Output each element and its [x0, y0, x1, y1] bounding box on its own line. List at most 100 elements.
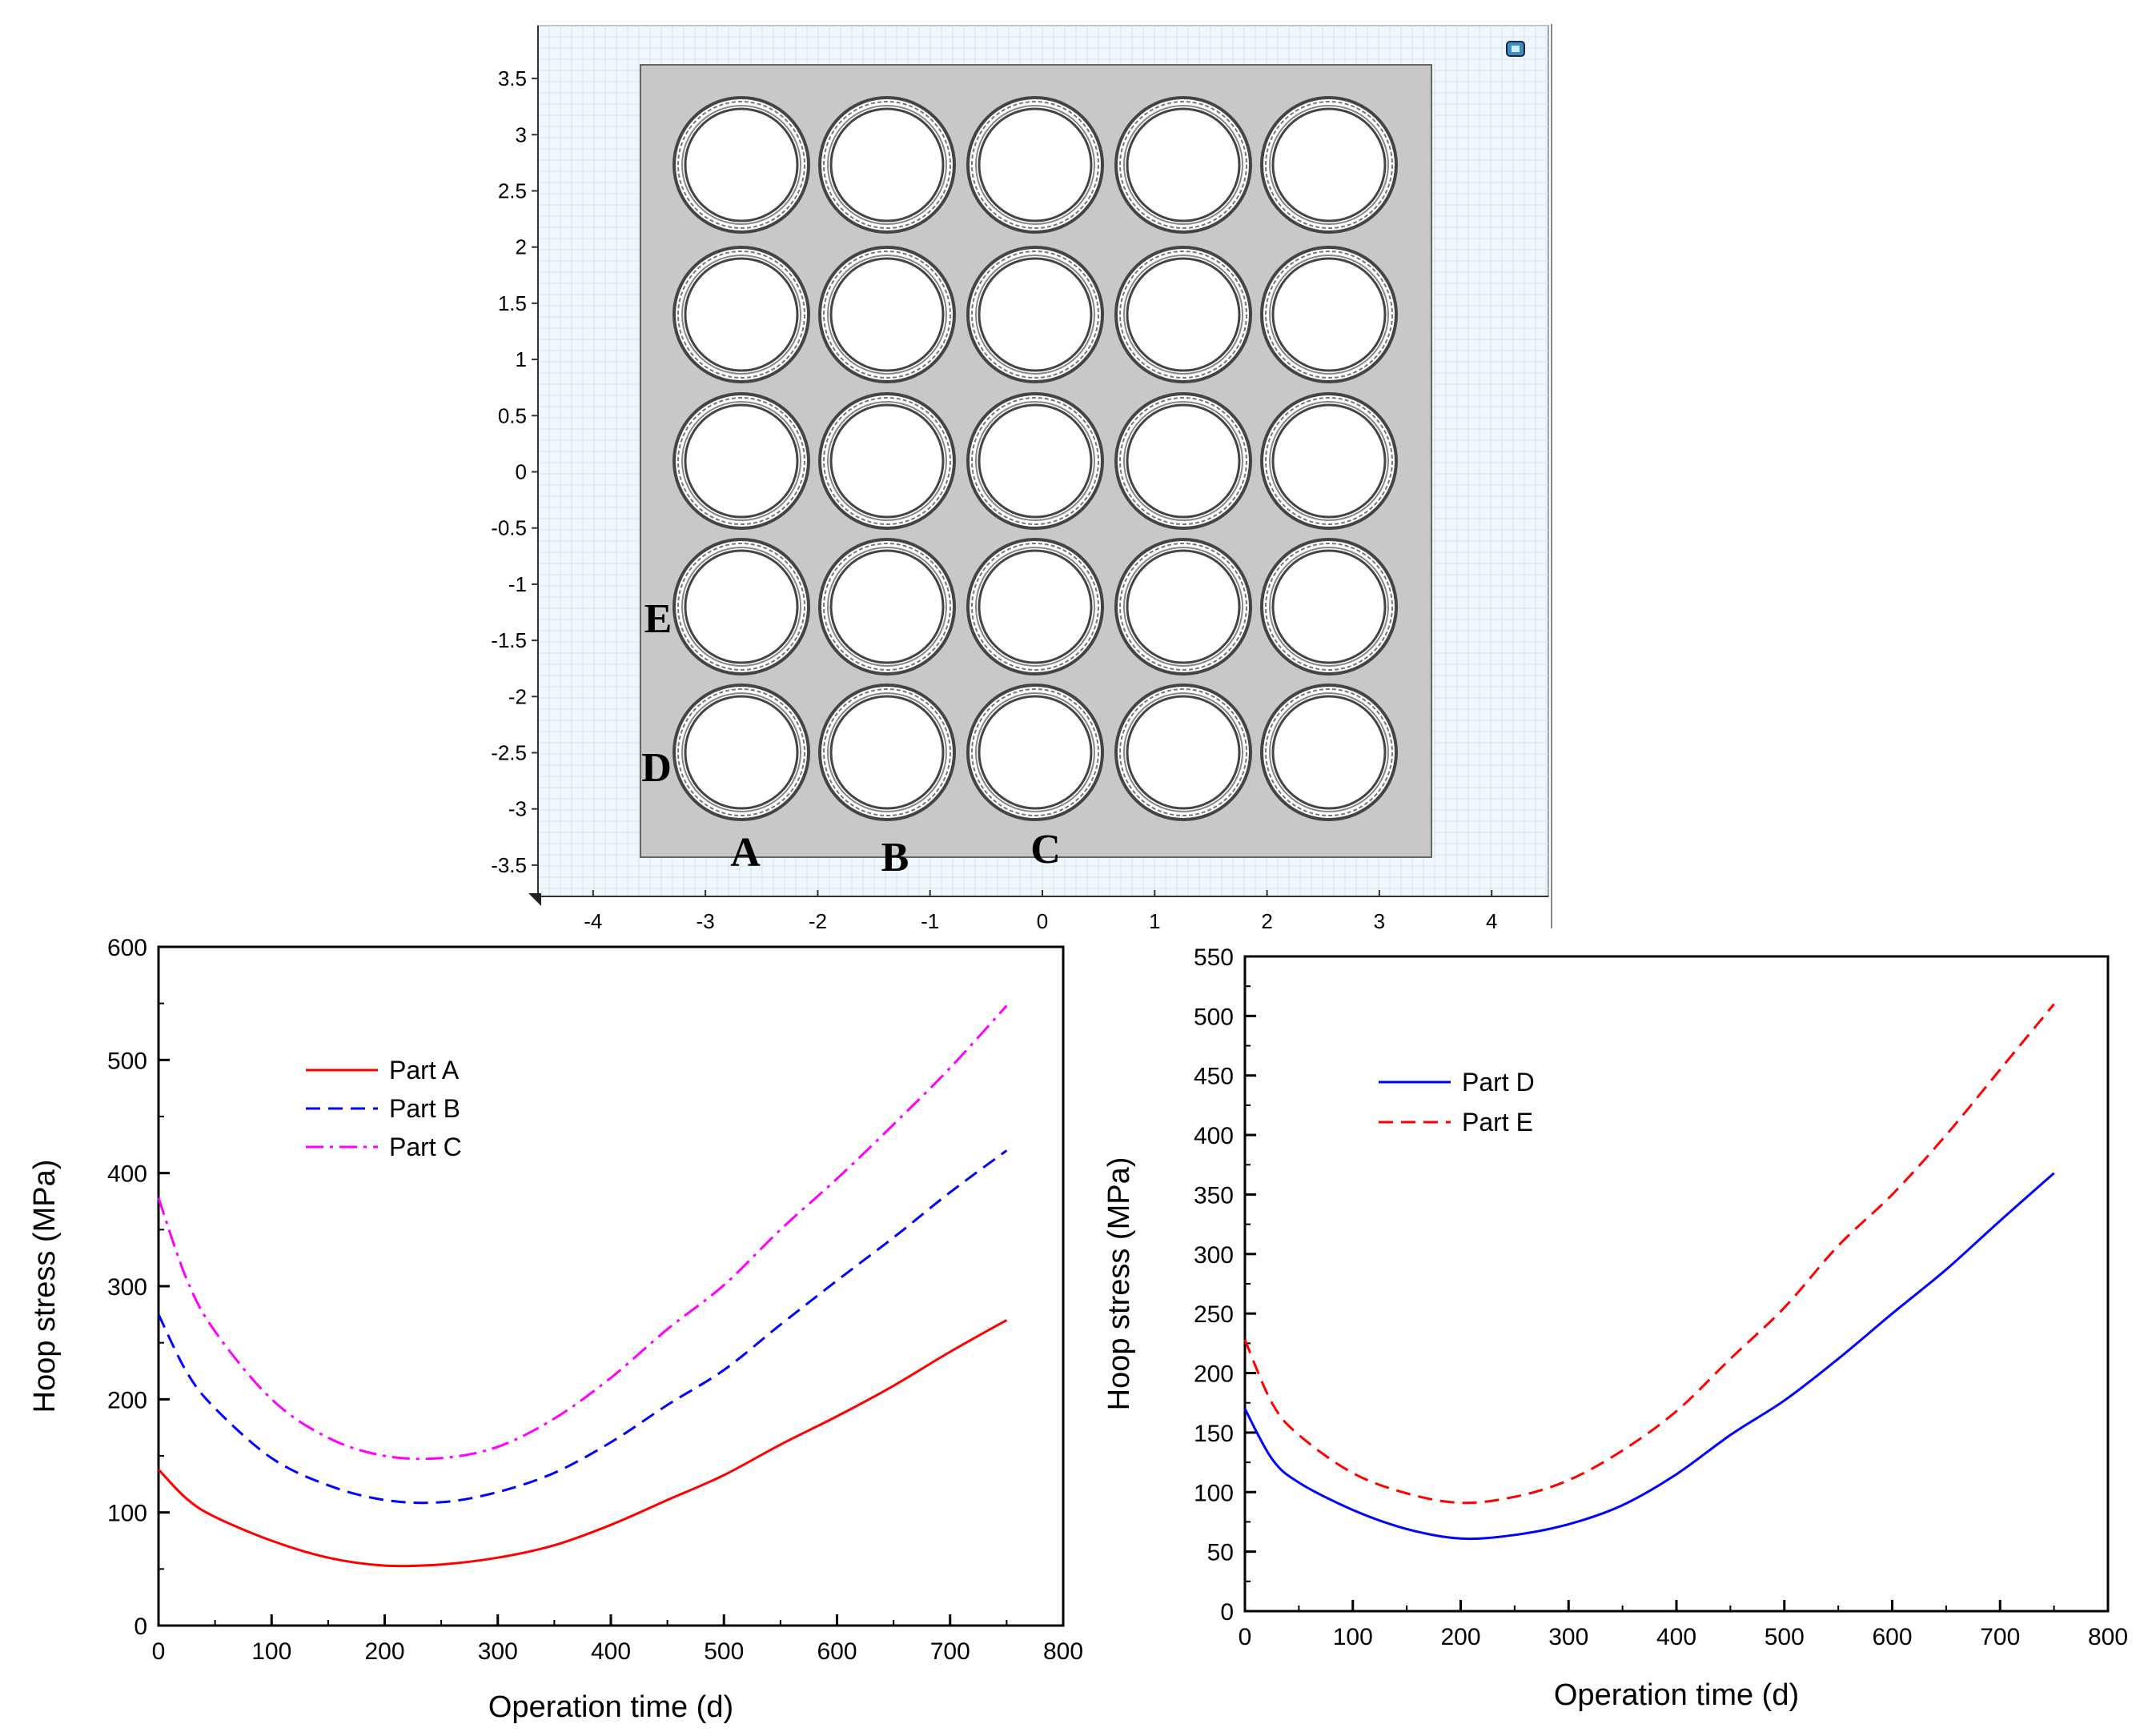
- part-label-d: D: [641, 745, 672, 791]
- tube-ring-inner: [1126, 257, 1241, 372]
- tube-ring-inner: [978, 549, 1093, 664]
- tube-ring-layer: [975, 547, 1095, 667]
- chart-0-y-tick-label: 600: [107, 935, 147, 961]
- tube-ring-layer: [677, 543, 805, 671]
- tube-ring-layer: [823, 543, 951, 671]
- tube-ring-inner: [1126, 403, 1241, 519]
- chart-1-y-tick-label: 0: [1220, 1599, 1234, 1626]
- chart-1-x-tick-label: 500: [1765, 1624, 1805, 1650]
- tube-ring: [672, 538, 810, 676]
- tube-ring-layer: [1265, 543, 1393, 671]
- tube-ring-layer: [1265, 688, 1393, 816]
- tube-ring-inner: [978, 107, 1093, 223]
- tube-ring-layer: [975, 401, 1095, 521]
- tube-ring-layer: [1119, 101, 1247, 229]
- tube-ring: [966, 538, 1104, 676]
- legend-label-part-d: Part D: [1462, 1068, 1535, 1097]
- chart-1-y-tick-label: 300: [1194, 1242, 1234, 1269]
- geometry-x-tick-label: -2: [809, 909, 827, 933]
- tube-ring-inner: [684, 257, 799, 372]
- legend-label-part-b: Part B: [389, 1094, 460, 1123]
- tube-ring-layer: [681, 692, 801, 812]
- legend-label-part-e: Part E: [1462, 1108, 1533, 1137]
- chart-left-plot-area: [157, 945, 1065, 1627]
- tube-ring-layer: [827, 547, 947, 667]
- geometry-y-tick-label: -3: [508, 797, 527, 821]
- tube-ring-layer: [827, 692, 947, 812]
- geometry-y-tick-label: -2: [508, 684, 527, 708]
- tube-ring: [672, 96, 810, 234]
- tube-ring: [1260, 538, 1398, 676]
- chart-0-x-tick-label: 100: [251, 1638, 291, 1665]
- geometry-x-tick-label: 4: [1486, 909, 1497, 933]
- chart-right-ticks: 0 100 200 300 400 500 600 700 800 0 50 100 150 200 250…: [1194, 944, 2128, 1650]
- tube-ring-layer: [1269, 401, 1389, 521]
- chart-0-x-tick-label: 400: [591, 1638, 631, 1665]
- chart-1-y-tick-label: 50: [1207, 1540, 1234, 1566]
- tube-ring: [1114, 392, 1252, 530]
- chart-right-series: [1243, 1003, 2055, 1541]
- tube-ring: [966, 246, 1104, 383]
- geometry-y-tick-label: 3: [516, 122, 527, 146]
- chart-right-ylabel: Hoop stress (MPa): [1102, 1157, 1136, 1411]
- tube-ring-layer: [677, 101, 805, 229]
- geometry-view: -4 -3 -2 -1 0 1 2 3 4 3.5 3 2.5 2 1.5 1 0.5 0 -0.5 -1 -1.5…: [491, 24, 1552, 933]
- tube-ring: [1260, 96, 1398, 234]
- chart-1-x-tick-label: 100: [1333, 1624, 1373, 1650]
- geometry-x-tick-label: 0: [1037, 909, 1048, 933]
- tube-ring-layer: [827, 401, 947, 521]
- tube-ring-layer: [1119, 543, 1247, 671]
- tube-ring-inner: [978, 257, 1093, 372]
- chart-1-y-tick-label: 350: [1194, 1182, 1234, 1209]
- tube-ring-inner: [1126, 695, 1241, 810]
- series-line-part-e: [1243, 1003, 2055, 1505]
- tube-ring-layer: [681, 105, 801, 225]
- geometry-y-tick-label: 0: [516, 460, 527, 484]
- tube-ring: [966, 96, 1104, 234]
- chart-1-y-tick-label: 150: [1194, 1421, 1234, 1447]
- tube-ring-inner: [1271, 107, 1387, 223]
- tube-ring-inner: [1271, 257, 1387, 372]
- tube-ring-layer: [677, 251, 805, 379]
- chart-right-legend: Part D Part E: [1379, 1068, 1535, 1137]
- chart-1-x-tick-label: 400: [1656, 1624, 1696, 1650]
- chart-0-y-tick-label: 0: [134, 1614, 147, 1640]
- tube-ring-layer: [975, 255, 1095, 375]
- chart-0-x-tick-label: 0: [152, 1638, 166, 1665]
- chart-left-ylabel: Hoop stress (MPa): [28, 1160, 62, 1413]
- chart-1-y-tick-label: 100: [1194, 1480, 1234, 1506]
- chart-1-x-tick-label: 800: [2088, 1624, 2128, 1650]
- geometry-y-tick-label: -3.5: [491, 853, 527, 877]
- tube-ring: [818, 96, 956, 234]
- tube-ring-inner: [684, 403, 799, 519]
- chart-0-x-tick-label: 700: [930, 1638, 970, 1665]
- tube-ring: [1260, 246, 1398, 383]
- chart-left-ticks: 0 100 200 300 400 500 600 700 800 0 100 200 300 400 50…: [107, 935, 1083, 1665]
- tube-ring-layer: [827, 105, 947, 225]
- tube-ring-layer: [1119, 688, 1247, 816]
- part-label-b: B: [881, 835, 909, 880]
- tube-ring-layer: [1119, 397, 1247, 525]
- tube-ring-layer: [1123, 692, 1243, 812]
- chart-0-x-tick-label: 500: [704, 1638, 744, 1665]
- chart-1-x-tick-label: 200: [1440, 1624, 1480, 1650]
- chart-0-y-tick-label: 300: [107, 1274, 147, 1301]
- tube-ring-layer: [1123, 547, 1243, 667]
- tube-ring: [818, 684, 956, 821]
- tube-ring-layer: [823, 688, 951, 816]
- chart-right-xlabel: Operation time (d): [1554, 1678, 1799, 1712]
- chart-1-y-tick-label: 200: [1194, 1361, 1234, 1388]
- tube-ring-inner: [829, 403, 945, 519]
- part-label-a: A: [730, 830, 761, 876]
- tube-ring: [672, 392, 810, 530]
- geometry-x-tick-label: -1: [921, 909, 939, 933]
- geometry-x-tick-labels: -4 -3 -2 -1 0 1 2 3 4: [584, 890, 1497, 933]
- view-cube-icon-face: [1512, 46, 1520, 52]
- tube-ring-layer: [677, 688, 805, 816]
- tube-ring-layer: [975, 105, 1095, 225]
- chart-1-x-tick-label: 300: [1548, 1624, 1588, 1650]
- geometry-x-tick-label: -4: [584, 909, 602, 933]
- tube-ring-layer: [827, 255, 947, 375]
- chart-left-series: [157, 1004, 1008, 1568]
- tube-ring-inner: [1271, 403, 1387, 519]
